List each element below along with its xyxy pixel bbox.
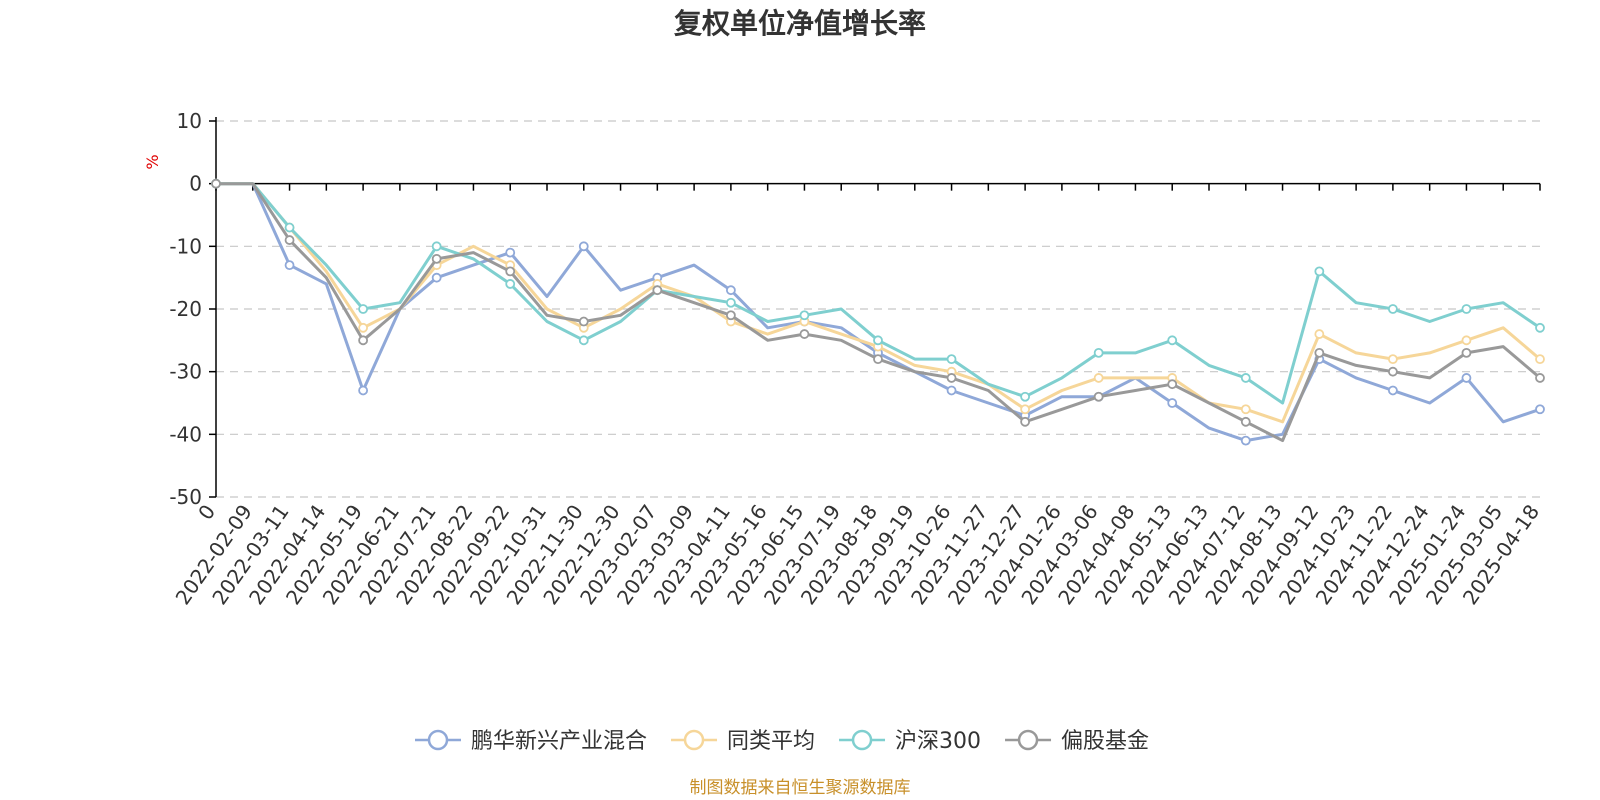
series-2-point-30 bbox=[1314, 266, 1325, 277]
series-2-point-26 bbox=[1167, 335, 1178, 346]
series-3-point-10 bbox=[578, 316, 589, 327]
chart-title: 复权单位净值增长率 bbox=[674, 7, 926, 40]
grid-layer bbox=[216, 120, 1540, 498]
series-3-point-16 bbox=[799, 329, 810, 339]
series-2-point-22 bbox=[1020, 391, 1031, 402]
legend-label-1: 同类平均 bbox=[727, 729, 815, 754]
y-tick-label-6: -50 bbox=[169, 485, 202, 509]
series-2-point-24 bbox=[1093, 347, 1104, 358]
series-0-point-4 bbox=[358, 385, 369, 396]
series-1-point-22 bbox=[1020, 404, 1031, 415]
y-axis-unit-label: % bbox=[143, 154, 162, 169]
series-2-point-6 bbox=[431, 241, 442, 252]
series-3-point-24 bbox=[1093, 391, 1104, 402]
series-2-point-18 bbox=[873, 335, 883, 346]
series-1-point-24 bbox=[1093, 373, 1104, 383]
series-line-0 bbox=[216, 182, 1541, 443]
series-0-point-2 bbox=[284, 260, 295, 271]
series-2-point-28 bbox=[1240, 373, 1251, 383]
series-3-point-8 bbox=[505, 266, 516, 277]
series-3-point-18 bbox=[873, 354, 883, 365]
legend-label-2: 沪深300 bbox=[895, 729, 981, 754]
series-1-point-36 bbox=[1535, 354, 1545, 365]
series-3-point-26 bbox=[1167, 379, 1178, 390]
series-2-point-34 bbox=[1461, 304, 1472, 314]
series-3-point-0 bbox=[211, 178, 221, 189]
series-3-point-32 bbox=[1387, 366, 1398, 377]
series-0-point-28 bbox=[1240, 435, 1251, 446]
series-3-point-14 bbox=[725, 310, 736, 321]
series-2-point-4 bbox=[358, 304, 369, 314]
series-0-point-32 bbox=[1387, 385, 1398, 396]
series-0-point-34 bbox=[1461, 373, 1472, 383]
series-3-point-28 bbox=[1240, 416, 1251, 427]
series-2-point-2 bbox=[284, 222, 295, 233]
series-3-point-20 bbox=[946, 373, 957, 383]
y-tick-label-5: -40 bbox=[169, 422, 202, 446]
series-0-point-10 bbox=[578, 241, 589, 252]
series-3-point-36 bbox=[1535, 373, 1545, 383]
x-tick-label-0: 0 bbox=[193, 500, 220, 524]
legend-swatch-marker-1 bbox=[683, 729, 705, 751]
series-2-point-10 bbox=[578, 335, 589, 346]
series-0-point-8 bbox=[505, 247, 516, 258]
series-3-point-30 bbox=[1314, 347, 1325, 358]
legend-swatch-marker-3 bbox=[1017, 729, 1039, 751]
legend-label-3: 偏股基金 bbox=[1061, 729, 1149, 754]
series-3-point-6 bbox=[431, 253, 442, 264]
data-source-label: 制图数据来自恒生聚源数据库 bbox=[690, 778, 911, 798]
series-0-point-20 bbox=[946, 385, 957, 396]
legend-item-2[interactable]: 沪深300 bbox=[839, 729, 981, 754]
legend-item-1[interactable]: 同类平均 bbox=[671, 729, 815, 754]
series-2-point-14 bbox=[725, 297, 736, 308]
legend[interactable]: 鹏华新兴产业混合 同类平均 沪深300 偏股基金 bbox=[415, 729, 1149, 754]
series-3-point-2 bbox=[284, 235, 295, 245]
series-2-point-32 bbox=[1387, 304, 1398, 314]
series-1-point-34 bbox=[1461, 335, 1472, 346]
series-1-point-4 bbox=[358, 322, 369, 333]
legend-item-3[interactable]: 偏股基金 bbox=[1005, 729, 1149, 754]
series-layer bbox=[211, 178, 1545, 446]
series-3-point-12 bbox=[652, 285, 663, 296]
y-tick-label-3: -20 bbox=[169, 297, 202, 321]
series-2-point-16 bbox=[799, 310, 810, 321]
legend-label-0: 鹏华新兴产业混合 bbox=[471, 729, 647, 754]
series-line-3 bbox=[216, 182, 1541, 443]
legend-item-0[interactable]: 鹏华新兴产业混合 bbox=[415, 729, 647, 754]
series-3-point-4 bbox=[358, 335, 369, 346]
series-0-point-6 bbox=[431, 272, 442, 283]
series-0-point-26 bbox=[1167, 398, 1178, 408]
series-0-point-36 bbox=[1535, 404, 1545, 415]
y-tick-label-0: 10 bbox=[177, 109, 202, 133]
series-0-point-14 bbox=[725, 285, 736, 296]
y-tick-label-2: -10 bbox=[169, 234, 202, 258]
series-line-1 bbox=[216, 182, 1541, 424]
series-2-point-8 bbox=[505, 279, 516, 289]
series-2-point-20 bbox=[946, 354, 957, 365]
series-3-point-34 bbox=[1461, 347, 1472, 358]
series-2-point-36 bbox=[1535, 322, 1545, 333]
y-tick-label-4: -30 bbox=[169, 360, 202, 384]
series-3-point-22 bbox=[1020, 416, 1031, 427]
series-1-point-30 bbox=[1314, 329, 1325, 339]
legend-swatch-marker-2 bbox=[851, 729, 873, 751]
legend-swatch-marker-0 bbox=[427, 729, 449, 751]
series-1-point-32 bbox=[1387, 354, 1398, 365]
series-1-point-28 bbox=[1240, 404, 1251, 415]
y-tick-label-1: 0 bbox=[189, 172, 202, 196]
